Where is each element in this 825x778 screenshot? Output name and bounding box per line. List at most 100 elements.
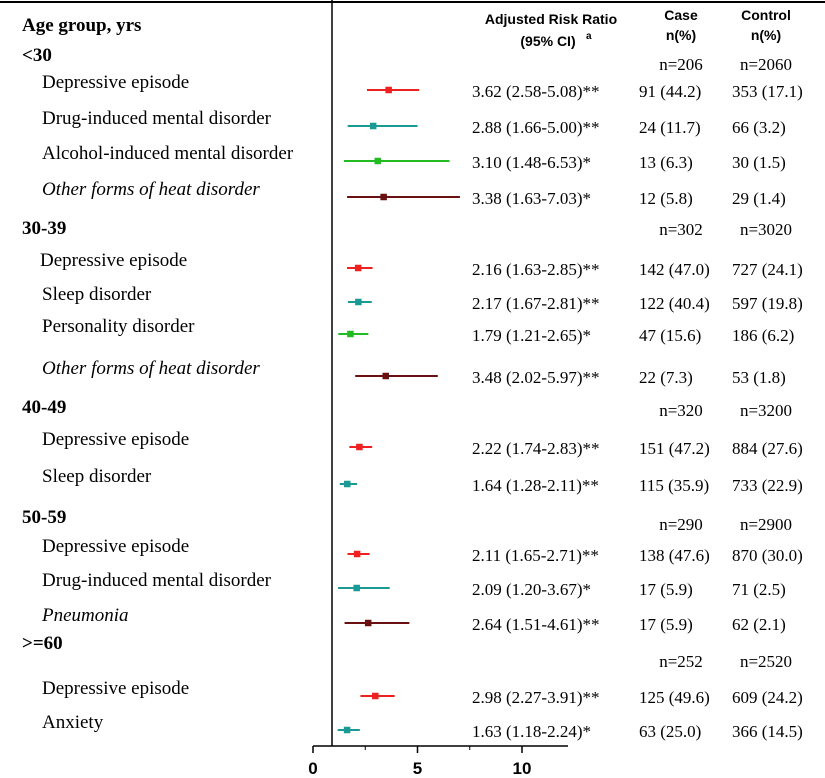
group-case-count: n=206 [659, 55, 703, 74]
case-value: 151 (47.2) [639, 439, 710, 458]
group-control-count: n=2060 [740, 55, 792, 74]
row-label: Other forms of heat disorder [42, 179, 260, 200]
rr-value: 1.64 (1.28-2.11)** [472, 476, 599, 495]
rr-value: 2.16 (1.63-2.85)** [472, 260, 599, 279]
case-value: 12 (5.8) [639, 189, 693, 208]
header-rr: Adjusted Risk Ratio [485, 11, 617, 27]
header-case-line1: Case [664, 7, 698, 23]
rr-value: 2.64 (1.51-4.61)** [472, 615, 599, 634]
row-label: Drug-induced mental disorder [42, 108, 272, 129]
group-heading: 30-39 [22, 218, 66, 239]
point-estimate [374, 157, 382, 165]
row-label: Depressive episode [42, 72, 189, 93]
case-value: 115 (35.9) [639, 476, 709, 495]
row-label: Alcohol-induced mental disorder [42, 143, 294, 164]
rr-value: 1.63 (1.18-2.24)* [472, 722, 591, 741]
point-estimate [353, 550, 361, 558]
case-value: 17 (5.9) [639, 580, 693, 599]
control-value: 609 (24.2) [732, 688, 803, 707]
group-control-count: n=2520 [740, 652, 792, 671]
row-label: Depressive episode [42, 536, 189, 557]
rr-value: 2.88 (1.66-5.00)** [472, 118, 599, 137]
point-estimate [372, 692, 379, 700]
row-label: Sleep disorder [42, 466, 152, 487]
control-value: 353 (17.1) [732, 82, 803, 101]
case-value: 47 (15.6) [639, 326, 701, 345]
point-estimate [347, 330, 354, 338]
control-value: 66 (3.2) [732, 118, 786, 137]
point-estimate [364, 619, 372, 627]
header-control-line1: Control [741, 7, 791, 23]
case-value: 91 (44.2) [639, 82, 701, 101]
point-estimate [355, 298, 362, 306]
plot-layer: <30 n=206 n=2060 Depressive episode 3.62 (2.… [22, 45, 803, 778]
group-case-count: n=252 [659, 652, 703, 671]
rr-value: 2.17 (1.67-2.81)** [472, 294, 599, 313]
group-case-count: n=290 [659, 515, 703, 534]
case-value: 17 (5.9) [639, 615, 693, 634]
x-tick-label: 5 [413, 759, 422, 778]
group-heading: 40-49 [22, 397, 66, 418]
rr-value: 1.79 (1.21-2.65)* [472, 326, 591, 345]
case-value: 122 (40.4) [639, 294, 710, 313]
row-label: Depressive episode [40, 250, 187, 271]
group-heading: >=60 [22, 633, 63, 654]
point-estimate [343, 726, 351, 734]
point-estimate [385, 86, 392, 94]
control-value: 53 (1.8) [732, 368, 786, 387]
row-label: Other forms of heat disorder [42, 358, 260, 379]
rr-value: 2.09 (1.20-3.67)* [472, 580, 591, 599]
row-label: Personality disorder [42, 316, 195, 337]
case-value: 125 (49.6) [639, 688, 710, 707]
header-rr-superscript: a [586, 31, 592, 42]
point-estimate [354, 264, 362, 272]
control-value: 30 (1.5) [732, 153, 786, 172]
control-value: 870 (30.0) [732, 546, 803, 565]
row-label: Depressive episode [42, 429, 189, 450]
control-value: 366 (14.5) [732, 722, 803, 741]
control-value: 62 (2.1) [732, 615, 786, 634]
header-case-line2: n(%) [666, 27, 696, 43]
group-heading: 50-59 [22, 507, 66, 528]
group-control-count: n=3200 [740, 401, 792, 420]
group-control-count: n=3020 [740, 220, 792, 239]
point-estimate [382, 372, 389, 380]
case-value: 142 (47.0) [639, 260, 710, 279]
control-value: 29 (1.4) [732, 189, 786, 208]
group-heading: <30 [22, 45, 52, 66]
header-label: Age group, yrs [22, 15, 141, 36]
rr-value: 3.10 (1.48-6.53)* [472, 153, 591, 172]
row-label: Pneumonia [41, 605, 129, 626]
point-estimate [369, 122, 377, 130]
case-value: 22 (7.3) [639, 368, 693, 387]
header-control-line2: n(%) [751, 27, 781, 43]
case-value: 138 (47.6) [639, 546, 710, 565]
group-case-count: n=320 [659, 401, 703, 420]
header-rr-ci: (95% CI) [520, 33, 575, 49]
control-value: 884 (27.6) [732, 439, 803, 458]
rr-value: 2.11 (1.65-2.71)** [472, 546, 599, 565]
point-estimate [353, 584, 360, 592]
rr-value: 2.22 (1.74-2.83)** [472, 439, 599, 458]
group-control-count: n=2900 [740, 515, 792, 534]
control-value: 71 (2.5) [732, 580, 786, 599]
rr-value: 3.38 (1.63-7.03)* [472, 189, 591, 208]
case-value: 13 (6.3) [639, 153, 693, 172]
row-label: Depressive episode [42, 678, 189, 699]
control-value: 727 (24.1) [732, 260, 803, 279]
point-estimate [380, 193, 387, 201]
row-label: Sleep disorder [42, 284, 152, 305]
control-value: 733 (22.9) [732, 476, 803, 495]
rr-value: 3.48 (2.02-5.97)** [472, 368, 599, 387]
case-value: 63 (25.0) [639, 722, 701, 741]
control-value: 597 (19.8) [732, 294, 803, 313]
point-estimate [356, 443, 363, 451]
row-label: Anxiety [42, 712, 104, 733]
rr-value: 2.98 (2.27-3.91)** [472, 688, 599, 707]
x-tick-label: 0 [308, 759, 317, 778]
row-label: Drug-induced mental disorder [42, 570, 272, 591]
x-tick-label: 10 [513, 759, 532, 778]
group-case-count: n=302 [659, 220, 703, 239]
case-value: 24 (11.7) [639, 118, 701, 137]
